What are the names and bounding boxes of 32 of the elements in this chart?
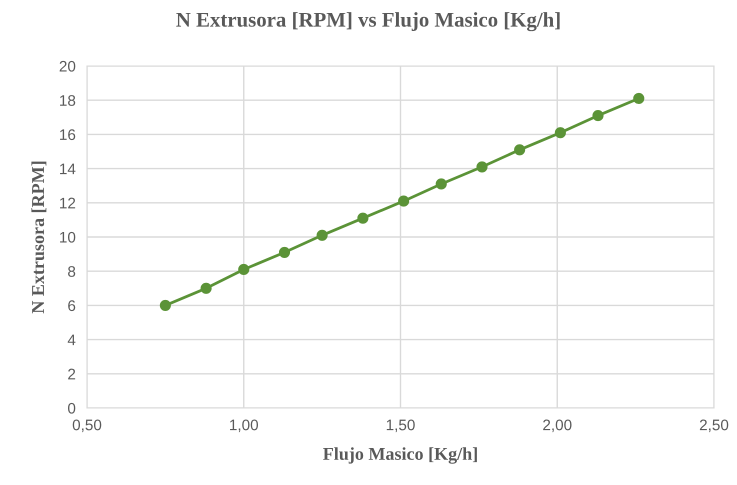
point — [633, 92, 644, 104]
x-tick-label: 2,50 — [700, 420, 728, 432]
x-tick-label: 0,50 — [72, 420, 102, 432]
point — [514, 144, 526, 156]
y-tick-label: 0 — [68, 402, 76, 414]
y-tick-label: 16 — [60, 129, 76, 140]
point — [476, 161, 488, 172]
point — [398, 196, 410, 207]
point — [554, 127, 566, 138]
y-tick-label: 20 — [60, 60, 76, 72]
point — [160, 300, 171, 311]
point — [316, 230, 328, 241]
point — [592, 110, 604, 122]
y-tick-label: 6 — [68, 300, 76, 312]
x-tick-label: 1,50 — [386, 420, 415, 432]
point — [200, 282, 212, 294]
y-axis-title: N Extrusora [RPM] — [31, 162, 46, 314]
y-tick-label: 10 — [60, 232, 76, 243]
point — [436, 178, 447, 190]
x-axis-title: Flujo Masico [Kg/h] — [323, 447, 477, 464]
y-tick-label: 4 — [68, 334, 76, 346]
y-tick-label: 18 — [60, 95, 76, 106]
chart-title: N Extrusora [RPM] vs Flujo Masico [Kg/h] — [176, 12, 560, 32]
y-tick-label: 12 — [60, 198, 76, 208]
x-tick-label: 2,00 — [543, 420, 572, 432]
point — [238, 264, 250, 276]
y-tick-label: 14 — [60, 164, 76, 174]
point — [357, 212, 368, 224]
x-tick-label: 1,00 — [230, 420, 258, 432]
y-tick-label: 2 — [68, 368, 76, 380]
y-tick-label: 8 — [68, 266, 76, 277]
point — [278, 246, 290, 258]
